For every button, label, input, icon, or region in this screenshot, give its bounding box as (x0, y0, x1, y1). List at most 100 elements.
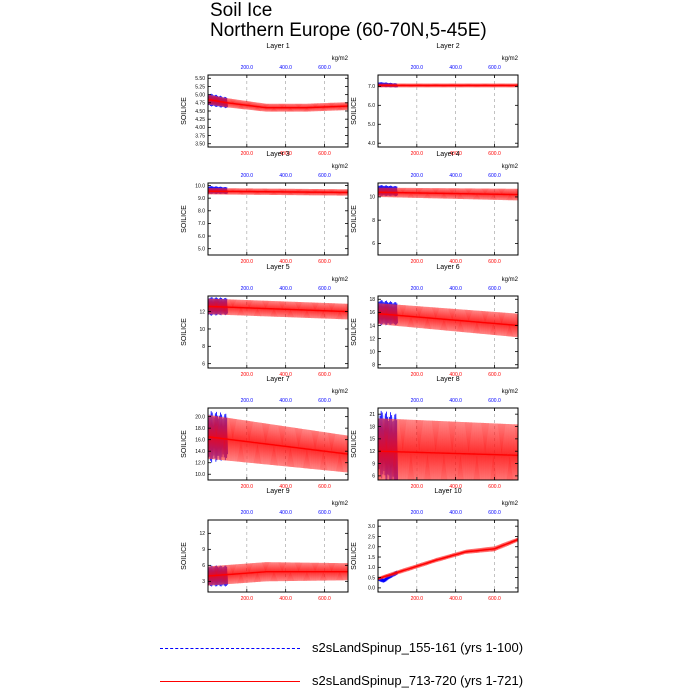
chart-panel-9: Layer 9 kg/m2 SOILICE 3 6 9 12 200.0 200.0 400.0 4… (181, 488, 349, 602)
x-tick-label-bottom: 400.0 (279, 151, 292, 157)
units-label: kg/m2 (332, 277, 349, 283)
x-tick-label-bottom: 400.0 (449, 259, 462, 265)
x-tick-label-top: 600.0 (318, 286, 331, 292)
units-label: kg/m2 (502, 56, 519, 62)
units-label: kg/m2 (332, 56, 349, 62)
y-axis-label: SOILICE (181, 97, 188, 125)
y-tick-label: 12 (369, 336, 375, 342)
y-tick-label: 8.0 (198, 209, 205, 215)
y-tick-label: 16 (369, 310, 375, 316)
plot-frame (207, 182, 349, 256)
x-tick-label-top: 600.0 (488, 286, 501, 292)
x-tick-label-bottom: 400.0 (449, 596, 462, 602)
legend-entry-red: s2sLandSpinup_713-720 (yrs 1-721) (160, 671, 560, 693)
series-group (378, 410, 518, 480)
x-tick-label-bottom: 600.0 (488, 259, 501, 265)
figure-title: Soil Ice (210, 0, 273, 21)
panel-title: Layer 1 (266, 43, 289, 50)
y-tick-label: 4.00 (195, 125, 205, 131)
series-envelope-red (378, 537, 518, 581)
x-tick-label-bottom: 200.0 (241, 259, 254, 265)
series-mean-red (378, 312, 518, 327)
panel-title: Layer 5 (266, 264, 289, 271)
chart-panel-4: Layer 4 kg/m2 SOILICE 6 8 10 200.0 200.0 400.0 40… (351, 151, 519, 265)
x-tick-label-bottom: 600.0 (488, 596, 501, 602)
x-tick-label-top: 400.0 (449, 173, 462, 179)
units-label: kg/m2 (332, 389, 349, 395)
y-tick-label: 5.50 (195, 76, 205, 82)
series-mean-red (378, 191, 518, 196)
y-tick-label: 10.0 (195, 472, 205, 478)
y-axis-label: SOILICE (351, 542, 358, 570)
series-group (208, 186, 348, 196)
panel-title: Layer 2 (436, 43, 459, 50)
y-tick-label: 1.0 (368, 565, 375, 571)
x-tick-label-bottom: 600.0 (318, 151, 331, 157)
x-tick-label-bottom: 200.0 (241, 151, 254, 157)
x-tick-label-top: 400.0 (449, 398, 462, 404)
y-tick-label: 8 (372, 363, 375, 369)
legend-label-red: s2sLandSpinup_713-720 (yrs 1-721) (312, 673, 524, 688)
y-tick-label: 14 (369, 323, 375, 329)
x-tick-label-top: 600.0 (318, 510, 331, 516)
x-tick-label-bottom: 200.0 (411, 372, 424, 378)
x-tick-label-bottom: 600.0 (318, 259, 331, 265)
x-tick-label-top: 600.0 (488, 510, 501, 516)
x-tick-label-top: 200.0 (241, 510, 254, 516)
y-tick-label: 18.0 (195, 426, 205, 432)
series-line-red (378, 537, 518, 581)
x-tick-label-top: 400.0 (449, 286, 462, 292)
y-tick-label: 15 (369, 437, 375, 443)
x-tick-label-bottom: 200.0 (241, 484, 254, 490)
x-tick-label-top: 400.0 (449, 65, 462, 71)
plot-frame (207, 295, 349, 369)
y-tick-label: 10 (369, 195, 375, 201)
x-tick-label-top: 600.0 (318, 173, 331, 179)
y-axis-label: SOILICE (351, 430, 358, 458)
series-group (378, 185, 518, 201)
y-tick-label: 7.0 (198, 221, 205, 227)
y-tick-label: 10 (199, 327, 205, 333)
chart-panel-2: Layer 2 kg/m2 SOILICE 4.0 5.0 6.0 7.0 200.0 200.… (351, 43, 519, 157)
y-tick-label: 16.0 (195, 437, 205, 443)
x-tick-label-bottom: 400.0 (279, 484, 292, 490)
x-tick-label-top: 400.0 (449, 510, 462, 516)
y-tick-label: 2.5 (368, 534, 375, 540)
y-tick-label: 4.50 (195, 109, 205, 115)
y-tick-label: 9 (202, 547, 205, 553)
plot-frame (377, 74, 519, 148)
legend-entry-blue: s2sLandSpinup_155-161 (yrs 1-100) (160, 638, 560, 660)
y-tick-label: 18 (369, 424, 375, 430)
y-tick-label: 6.0 (368, 103, 375, 109)
series-group (208, 411, 348, 473)
series-group (378, 537, 518, 583)
x-tick-label-bottom: 600.0 (488, 484, 501, 490)
y-axis-label: SOILICE (181, 430, 188, 458)
y-tick-label: 3.50 (195, 142, 205, 148)
x-tick-label-bottom: 400.0 (449, 151, 462, 157)
x-tick-label-top: 400.0 (279, 510, 292, 516)
y-tick-label: 12 (199, 531, 205, 537)
chart-panel-10: Layer 10 kg/m2 SOILICE 0.0 0.5 1.0 1.5 2.0 2.5 3.… (351, 488, 519, 602)
x-tick-label-bottom: 400.0 (279, 596, 292, 602)
y-tick-label: 12 (199, 309, 205, 315)
chart-panel-5: Layer 5 kg/m2 SOILICE 6 8 10 12 200.0 200.0 400.0… (181, 264, 349, 378)
x-tick-label-top: 200.0 (411, 286, 424, 292)
y-tick-label: 2.0 (368, 545, 375, 551)
chart-panel-3: Layer 3 kg/m2 SOILICE 5.0 6.0 7.0 8.0 9.0 10.0 20… (181, 151, 349, 265)
units-label: kg/m2 (502, 389, 519, 395)
series-group (378, 82, 518, 88)
series-mean-red (208, 305, 348, 313)
plot-frame (377, 182, 519, 256)
y-axis-label: SOILICE (351, 97, 358, 125)
y-axis-label: SOILICE (181, 318, 188, 346)
y-tick-label: 0.0 (368, 586, 375, 592)
series-group (208, 562, 348, 587)
legend-line-red (160, 681, 300, 682)
y-tick-label: 8 (372, 218, 375, 224)
x-tick-label-bottom: 400.0 (449, 484, 462, 490)
y-tick-label: 6 (202, 563, 205, 569)
y-tick-label: 10.0 (195, 183, 205, 189)
series-mean-red (208, 190, 348, 194)
